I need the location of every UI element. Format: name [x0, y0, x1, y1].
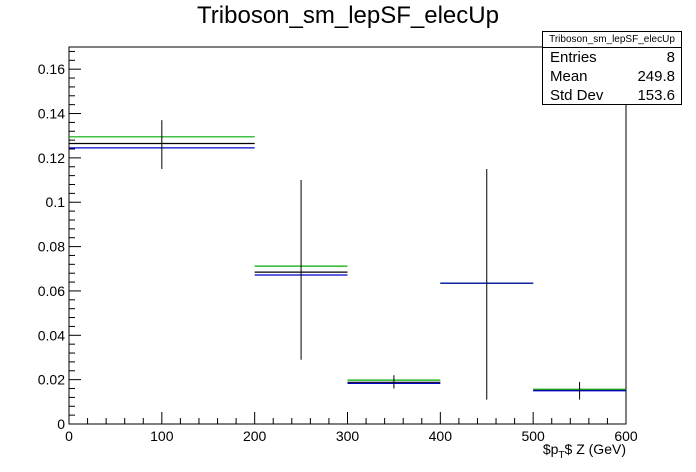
x-axis-label: $pT$ Z (GeV) [543, 441, 626, 461]
stats-box: Triboson_sm_lepSF_elecUp Entries 8 Mean … [542, 31, 682, 105]
stats-mean-value: 249.8 [637, 68, 675, 85]
stats-mean-row: Mean 249.8 [543, 67, 681, 86]
chart-title: Triboson_sm_lepSF_elecUp [197, 2, 499, 29]
y-tick-label: 0 [57, 416, 65, 432]
stats-stddev-row: Std Dev 153.6 [543, 86, 681, 105]
x-tick-label: 100 [150, 428, 174, 444]
y-tick-label: 0.1 [46, 194, 66, 210]
y-tick-label: 0.14 [38, 106, 65, 122]
x-tick-label: 400 [429, 428, 453, 444]
x-tick-label: 0 [65, 428, 73, 444]
y-tick-label: 0.04 [38, 327, 65, 343]
stats-stddev-label: Std Dev [550, 87, 604, 104]
y-tick-label: 0.02 [38, 372, 65, 388]
x-tick-label: 200 [243, 428, 267, 444]
stats-entries-label: Entries [550, 49, 597, 66]
stats-entries-value: 8 [666, 49, 675, 66]
y-tick-label: 0.06 [38, 283, 65, 299]
x-tick-label: 600 [614, 428, 638, 444]
y-tick-label: 0.16 [38, 61, 65, 77]
x-tick-label: 500 [521, 428, 545, 444]
y-tick-label: 0.08 [38, 239, 65, 255]
stats-entries-row: Entries 8 [543, 48, 681, 67]
x-tick-label: 300 [336, 428, 360, 444]
y-tick-label: 0.12 [38, 150, 65, 166]
stats-box-name: Triboson_sm_lepSF_elecUp [543, 32, 681, 48]
stats-mean-label: Mean [550, 68, 588, 85]
stats-stddev-value: 153.6 [637, 87, 675, 104]
